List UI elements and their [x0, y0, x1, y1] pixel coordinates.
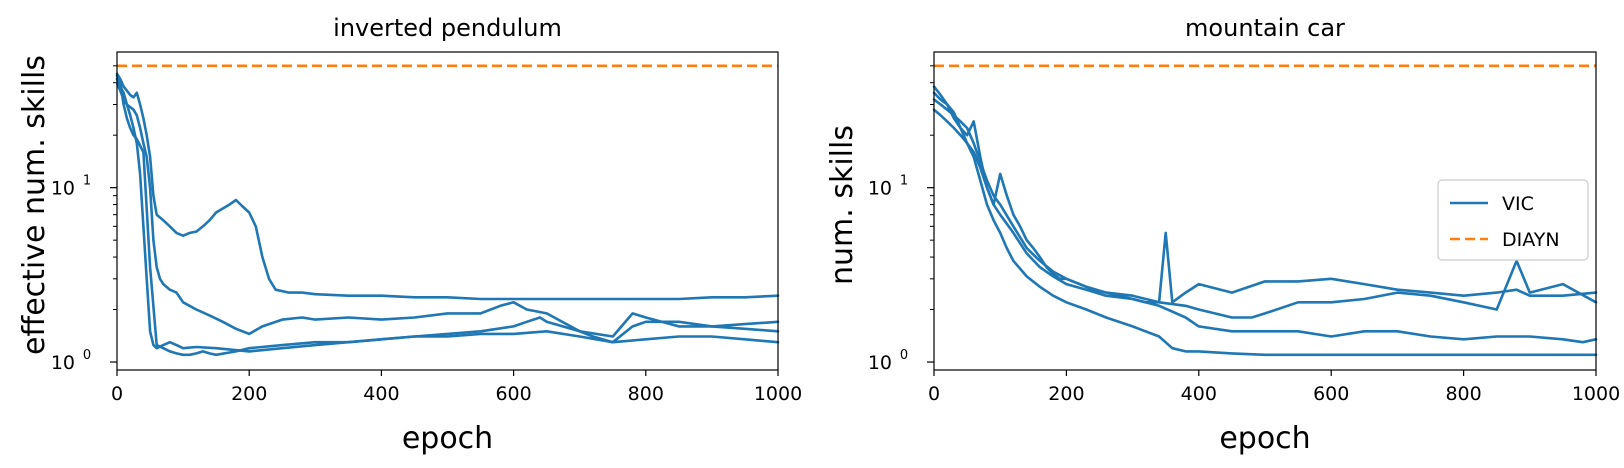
chart-panel-1: 0 200 400 600 800 1000 10 0 10 1 inverted pendulum… [17, 14, 802, 456]
chart-title: mountain car [1185, 14, 1345, 42]
x-tick-label: 0 [111, 383, 123, 405]
series-line-vic-4 [115, 74, 780, 357]
x-tick-label: 800 [1445, 383, 1481, 405]
x-tick-label: 1000 [1572, 383, 1620, 405]
x-tick-label: 800 [628, 383, 664, 405]
y-tick-exponent: 1 [900, 174, 908, 189]
y-tick-exponent: 0 [83, 348, 91, 363]
plot-area-frame [116, 51, 779, 371]
x-axis-label: epoch [1219, 421, 1310, 456]
x-tick-label: 400 [363, 383, 399, 405]
series-line-vic-4 [932, 85, 1598, 357]
plot-area-frame [933, 51, 1597, 371]
y-axis-label: effective num. skills [17, 55, 52, 355]
x-axis-label: epoch [402, 421, 493, 456]
y-tick-label: 10 [868, 352, 892, 374]
y-tick-exponent: 1 [83, 174, 91, 189]
series-line-vic-3 [115, 77, 780, 353]
y-axis-label: num. skills [825, 125, 860, 285]
chart-title: inverted pendulum [333, 14, 562, 42]
x-tick-label: 200 [1048, 383, 1084, 405]
x-tick-label: 1000 [754, 383, 802, 405]
series-line-vic-3 [932, 108, 1598, 344]
legend-box [1437, 179, 1589, 261]
legend-label-vic: VIC [1502, 193, 1534, 215]
x-tick-label: 400 [1181, 383, 1217, 405]
legend: VIC DIAYN [1437, 179, 1589, 261]
y-tick-exponent: 0 [900, 348, 908, 363]
x-tick-label: 600 [1313, 383, 1349, 405]
x-tick-label: 0 [928, 383, 940, 405]
series-line-vic-1 [115, 72, 780, 301]
legend-label-diayn: DIAYN [1502, 229, 1560, 251]
y-tick-label: 10 [868, 178, 892, 200]
x-tick-label: 600 [495, 383, 531, 405]
series-line-vic-2 [115, 81, 780, 344]
x-tick-label: 200 [231, 383, 267, 405]
y-tick-label: 10 [51, 352, 75, 374]
y-tick-label: 10 [51, 178, 75, 200]
series-line-vic-2 [932, 98, 1598, 319]
chart-panel-2: 0 200 400 600 800 1000 10 0 10 1 mountain car epoch… [825, 14, 1620, 456]
